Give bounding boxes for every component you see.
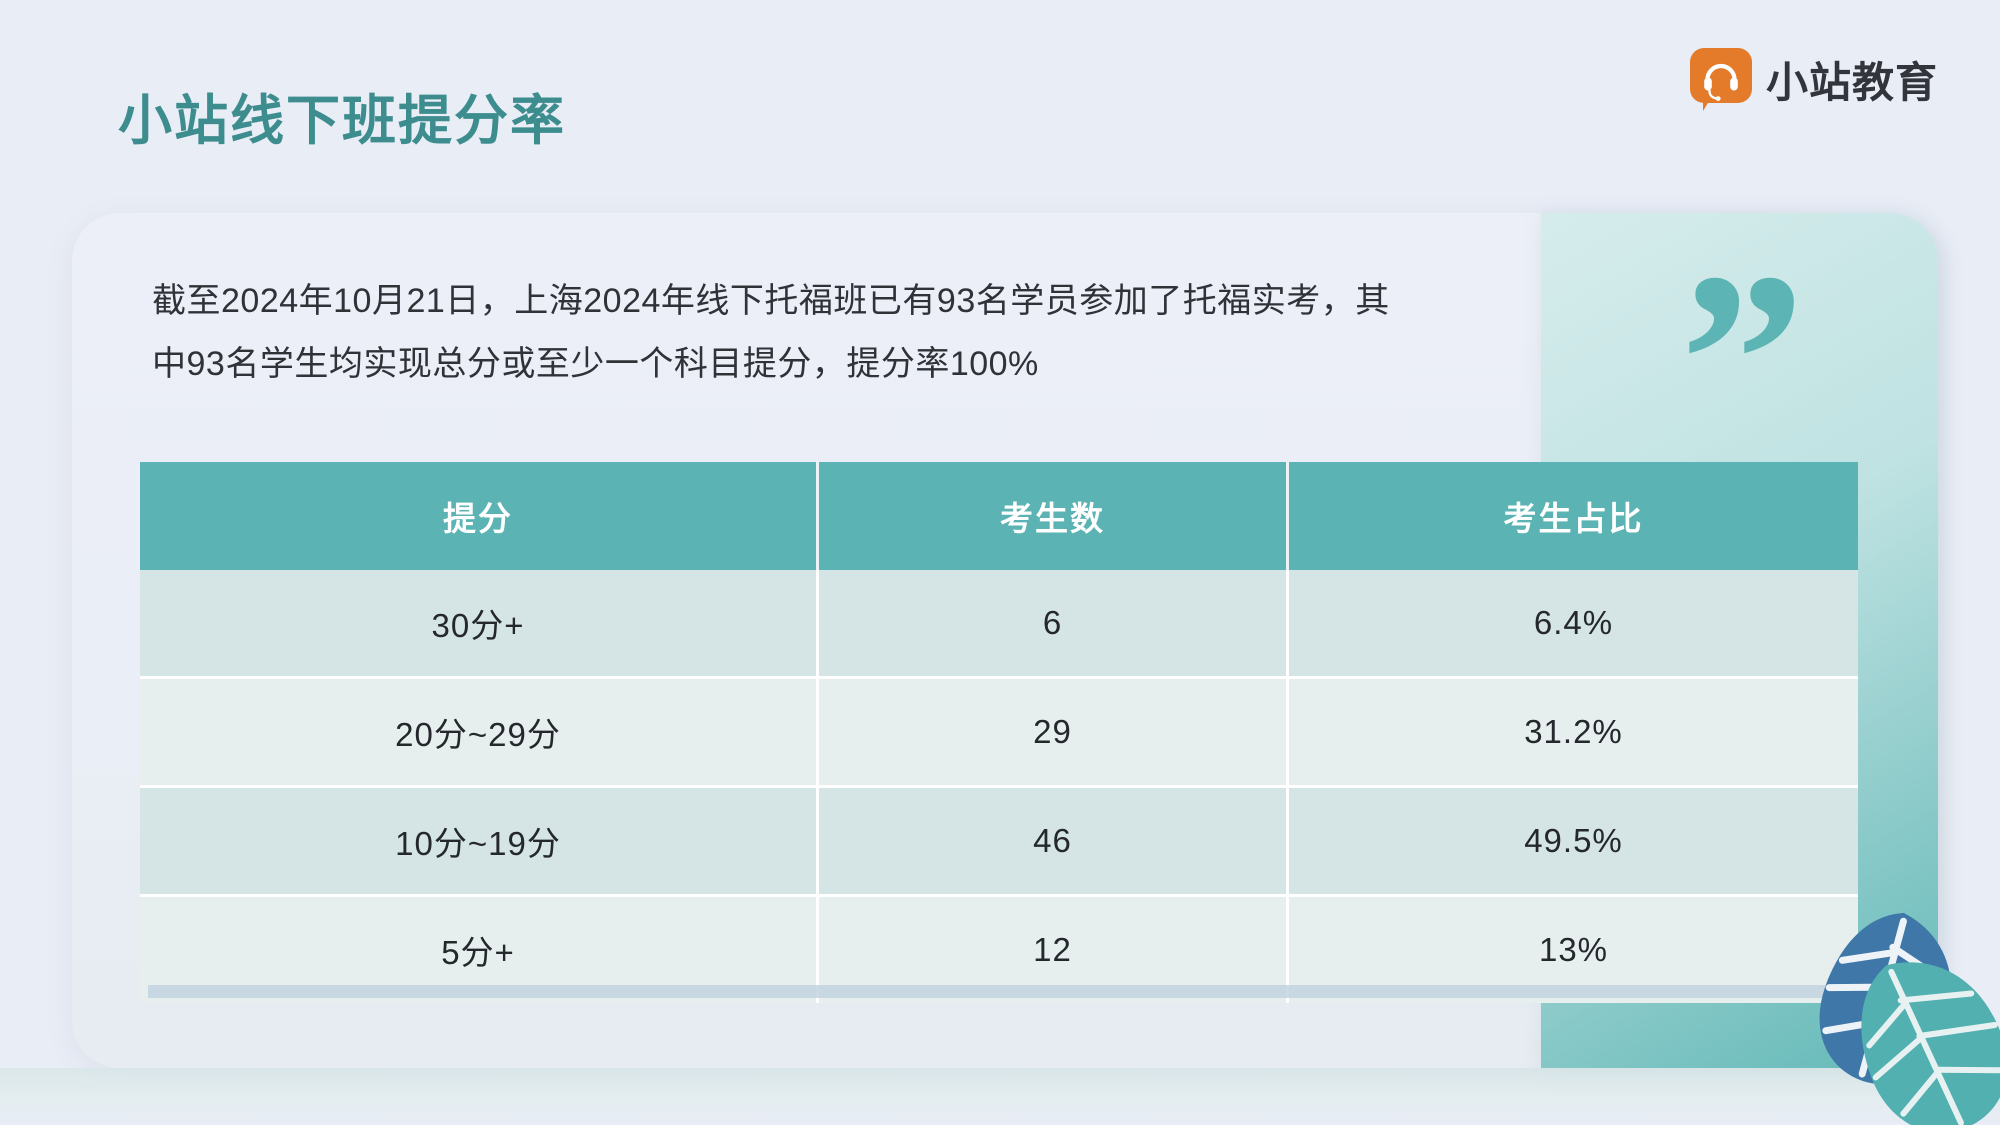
cell-count: 6 bbox=[819, 570, 1289, 679]
cell-range: 20分~29分 bbox=[140, 679, 819, 788]
table-row: 20分~29分 29 31.2% bbox=[140, 679, 1858, 788]
score-improvement-table: 提分 考生数 考生占比 30分+ 6 6.4% 20分~29分 29 31.2%… bbox=[140, 462, 1858, 1003]
bottom-band bbox=[0, 1068, 2000, 1125]
cell-share: 31.2% bbox=[1289, 679, 1858, 788]
cell-count: 46 bbox=[819, 788, 1289, 897]
table-header-row: 提分 考生数 考生占比 bbox=[140, 462, 1858, 570]
headset-speech-bubble-icon bbox=[1689, 48, 1752, 111]
intro-line-1: 截至2024年10月21日，上海2024年线下托福班已有93名学员参加了托福实考… bbox=[152, 282, 1390, 320]
column-header-share: 考生占比 bbox=[1289, 462, 1858, 570]
quote-mark-icon: ” bbox=[1680, 222, 1805, 499]
table-row: 10分~19分 46 49.5% bbox=[140, 788, 1858, 897]
intro-line-2: 中93名学生均实现总分或至少一个科目提分，提分率100% bbox=[152, 344, 1039, 383]
brand-logo: 小站教育 bbox=[1689, 46, 1938, 112]
page-title: 小站线下班提分率 bbox=[118, 91, 566, 151]
table-underline bbox=[148, 985, 1853, 998]
cell-range: 30分+ bbox=[140, 570, 819, 679]
cell-share: 49.5% bbox=[1289, 788, 1858, 897]
column-header-range: 提分 bbox=[140, 462, 819, 570]
intro-paragraph: 截至2024年10月21日，上海2024年线下托福班已有93名学员参加了托福实考… bbox=[152, 270, 1562, 396]
table-row: 30分+ 6 6.4% bbox=[140, 570, 1858, 679]
cell-share: 6.4% bbox=[1289, 570, 1858, 679]
cell-range: 10分~19分 bbox=[140, 788, 819, 897]
cell-count: 29 bbox=[819, 679, 1289, 788]
column-header-count: 考生数 bbox=[819, 462, 1289, 570]
logo-text: 小站教育 bbox=[1765, 58, 1938, 106]
